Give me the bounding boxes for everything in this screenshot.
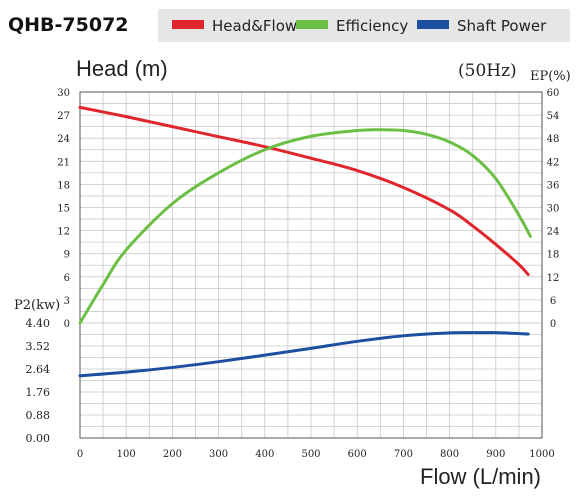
head-tick-label: 27 [57,111,70,122]
legend-box [158,9,570,42]
legend-swatch-0 [172,20,204,29]
series-line-efficiency [78,128,532,325]
ep-tick-label: 54 [547,111,560,122]
x-tick-label: 800 [440,449,459,460]
p2-tick-label: 3.52 [26,340,51,353]
p2-tick-label: 4.40 [26,317,51,330]
p2-tick-label: 1.76 [26,386,51,399]
model-title: QHB-75072 [8,14,129,36]
head-tick-label: 12 [57,227,70,238]
x-tick-label: 900 [486,449,505,460]
head-tick-label: 9 [64,250,70,261]
head-tick-label: 6 [64,273,70,284]
series [78,105,532,378]
legend-label-1: Efficiency [336,17,408,35]
legend-swatch-2 [417,20,449,29]
p2-axis-title: P2(kw) [14,298,60,313]
ep-axis-title: EP(%) [530,69,571,84]
ep-tick-label: 6 [550,296,556,307]
legend: Head&Flow Efficiency Shaft Power [172,17,547,35]
series-line-shaft-power [78,331,530,378]
ep-tick-label: 18 [547,250,560,261]
x-tick-label: 1000 [529,449,554,460]
head-axis-title: Head (m) [76,56,168,81]
p2-tick-label: 2.64 [26,363,51,376]
ep-tick-label: 30 [547,204,560,215]
x-tick-label: 700 [394,449,413,460]
legend-label-2: Shaft Power [457,17,547,35]
x-tick-label: 100 [117,449,136,460]
x-tick-label: 0 [77,449,83,460]
x-axis-title: Flow (L/min) [420,464,541,489]
plot-frame [79,91,543,439]
ep-tick-label: 42 [547,157,560,168]
head-tick-label: 15 [57,204,70,215]
x-tick-label: 400 [255,449,274,460]
head-tick-label: 18 [57,180,70,191]
grid [79,91,543,439]
frequency-label: (50Hz) [458,61,517,81]
head-tick-label: 30 [57,88,70,99]
legend-label-0: Head&Flow [212,17,297,35]
legend-swatch-1 [296,20,328,29]
head-tick-label: 24 [57,134,70,145]
p2-tick-label: 0.88 [26,409,51,422]
head-tick-label: 0 [64,319,70,330]
ep-tick-label: 24 [547,227,560,238]
ep-tick-label: 0 [550,319,556,330]
x-tick-label: 200 [163,449,182,460]
x-tick-label: 600 [348,449,367,460]
ep-tick-label: 48 [547,134,560,145]
ep-tick-label: 36 [547,180,560,191]
x-tick-label: 300 [209,449,228,460]
tick-labels: 302724211815129630605448423630241812604.… [26,88,560,460]
p2-tick-label: 0.00 [26,432,51,445]
x-tick-label: 500 [301,449,320,460]
ep-tick-label: 12 [547,273,560,284]
head-tick-label: 3 [64,296,70,307]
series-line-head-flow [78,105,530,276]
head-tick-label: 21 [57,157,70,168]
ep-tick-label: 60 [547,88,560,99]
